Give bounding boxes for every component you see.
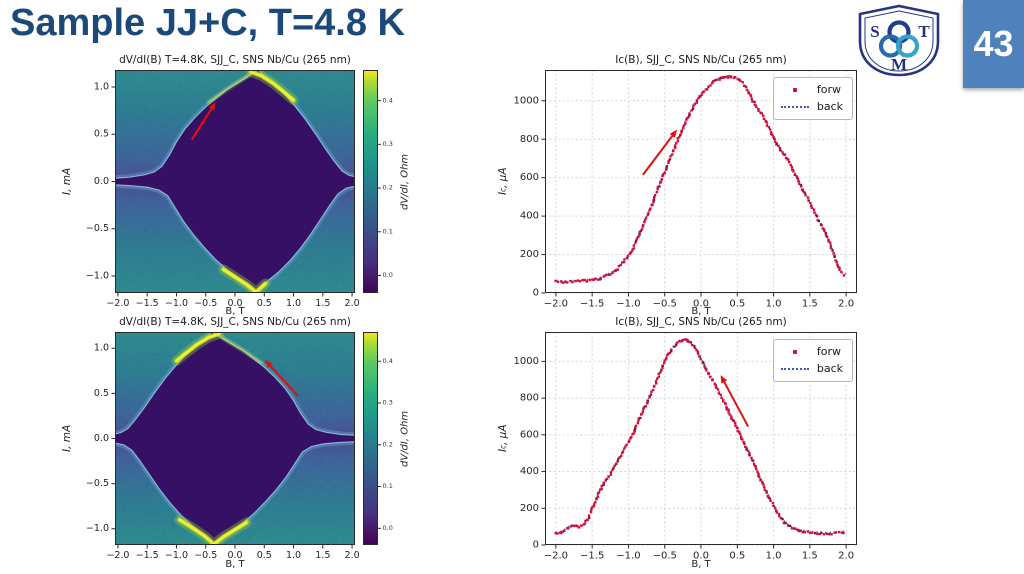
legend-label: forw (816, 345, 841, 358)
colorbar-label: dV/dI, Ohm (399, 153, 411, 210)
heatmap-figure-forward: dV/dI(B) T=4.8K, SJJ_C, SNS Nb/Cu (265 n… (58, 52, 452, 324)
legend-label: back (816, 362, 843, 375)
forward-dot-marker-icon (792, 349, 797, 354)
plot-title: Ic(B), SJJ_C, SNS Nb/Cu (265 nm) (615, 54, 787, 66)
legend-item-forw: forw (779, 81, 843, 98)
x-axis-label: B, T (691, 306, 711, 317)
back-dotted-line-icon (780, 105, 809, 108)
plot-title: Ic(B), SJJ_C, SNS Nb/Cu (265 nm) (615, 316, 787, 328)
plot-legend: forw back (772, 339, 853, 382)
legend-label: back (816, 100, 843, 113)
y-axis-label: I, mA (61, 167, 73, 196)
x-axis-label: B, T (691, 559, 711, 570)
legend-label: forw (816, 83, 841, 96)
logo-letter-t: T (918, 22, 930, 41)
plot-legend: forw back (772, 77, 853, 120)
heatmap-canvas-forward (58, 52, 452, 324)
y-axis-label: I, mA (61, 424, 73, 453)
x-axis-label: B, T (225, 306, 245, 317)
legend-item-back: back (779, 360, 843, 377)
slide-title: Sample JJ+C, T=4.8 K (10, 2, 405, 44)
forward-dot-marker-icon (792, 87, 797, 92)
colorbar-label: dV/dI, Ohm (399, 410, 411, 467)
legend-item-forw: forw (779, 343, 843, 360)
page-number: 43 (973, 23, 1014, 64)
x-axis-label: B, T (225, 559, 245, 570)
logo-letter-s: S (870, 22, 879, 41)
plot-title: dV/dI(B) T=4.8K, SJJ_C, SNS Nb/Cu (265 n… (119, 54, 351, 66)
page-number-badge: 43 (963, 0, 1024, 88)
back-dotted-line-icon (780, 367, 809, 370)
heatmap-figure-backward: dV/dI(B) T=4.8K, SJJ_C, SNS Nb/Cu (265 n… (58, 314, 452, 574)
heatmap-canvas-backward (58, 314, 452, 574)
legend-item-back: back (779, 98, 843, 115)
plot-title: dV/dI(B) T=4.8K, SJJ_C, SNS Nb/Cu (265 n… (119, 316, 351, 328)
